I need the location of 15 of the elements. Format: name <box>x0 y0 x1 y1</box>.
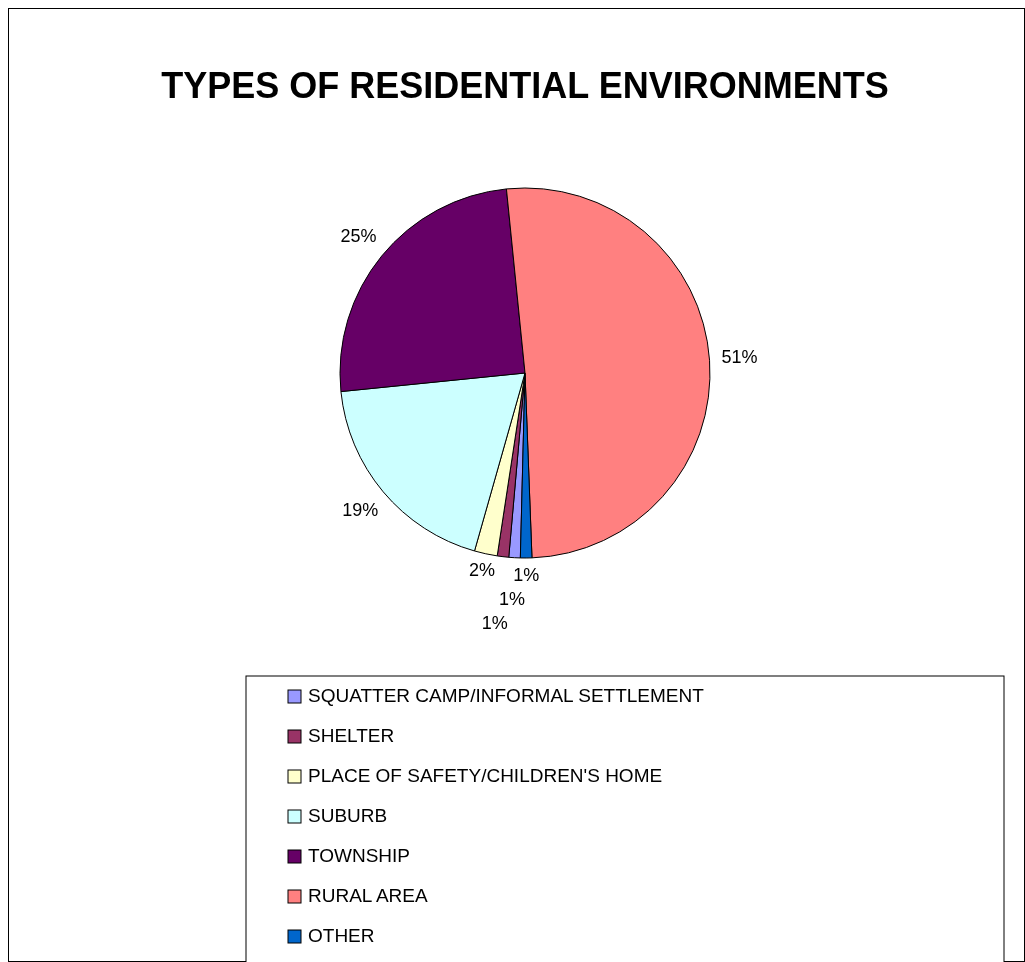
legend-label: SHELTER <box>308 725 395 747</box>
legend-label: TOWNSHIP <box>308 845 411 867</box>
data-label: 19% <box>342 499 379 520</box>
legend-label: OTHER <box>308 925 375 947</box>
data-label: 2% <box>468 560 495 581</box>
legend-label: SUBURB <box>308 805 388 827</box>
data-label: 25% <box>340 225 377 246</box>
data-label: 51% <box>721 346 758 367</box>
legend-label: RURAL AREA <box>308 885 428 907</box>
data-label: 1% <box>481 612 508 633</box>
data-label: 1% <box>499 589 526 610</box>
data-label: 1% <box>513 564 540 585</box>
legend-label: PLACE OF SAFETY/CHILDREN'S HOME <box>308 765 663 787</box>
chart-title: TYPES OF RESIDENTIAL ENVIRONMENTS <box>161 65 889 106</box>
legend-label: SQUATTER CAMP/INFORMAL SETTLEMENT <box>308 685 705 707</box>
